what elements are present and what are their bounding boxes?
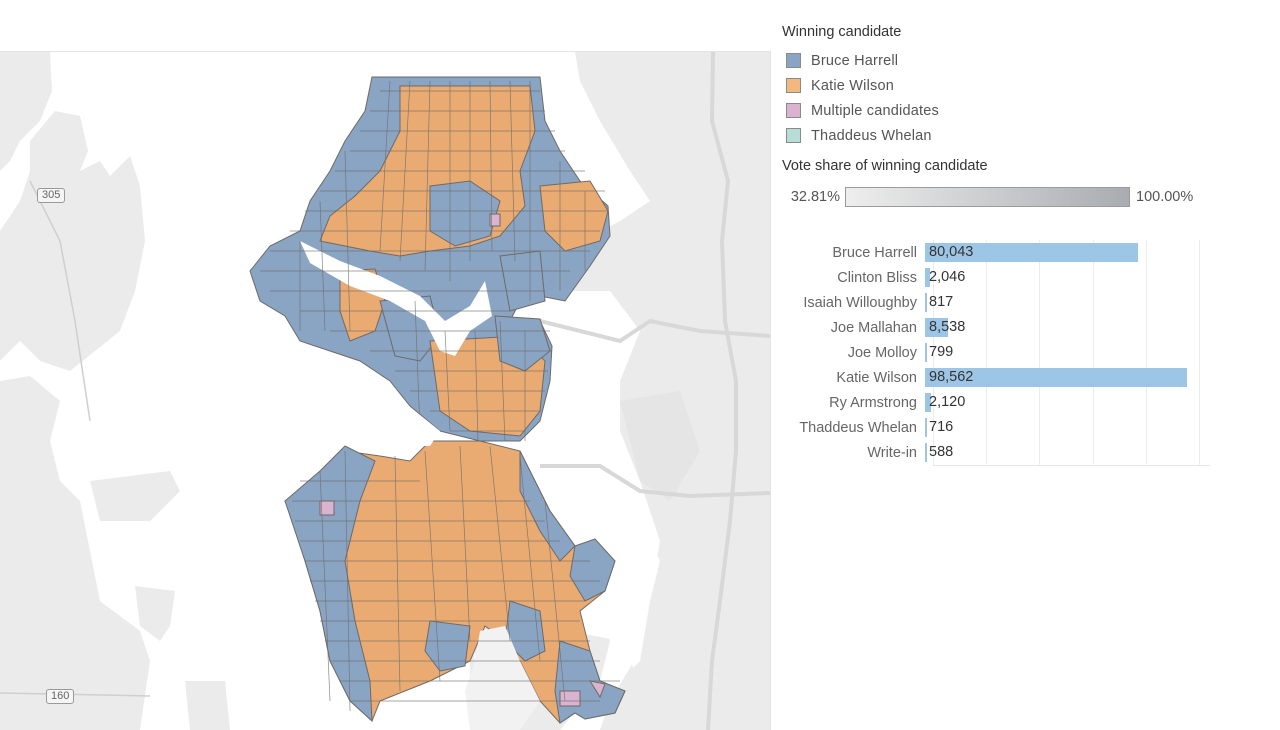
gridline xyxy=(1199,240,1200,466)
bar-label: Thaddeus Whelan xyxy=(799,419,917,436)
bar-row[interactable]: Isaiah Willoughby 817 xyxy=(780,290,1210,315)
chart-axis-line xyxy=(933,465,1210,466)
vote-share-max: 100.00% xyxy=(1136,189,1194,205)
bar[interactable] xyxy=(925,318,948,337)
bar[interactable] xyxy=(925,243,1138,262)
bar-label: Isaiah Willoughby xyxy=(803,294,917,311)
swatch-icon xyxy=(786,53,801,68)
gridline xyxy=(933,240,934,466)
winning-candidate-legend: Winning candidate Bruce Harrell Katie Wi… xyxy=(782,22,1202,148)
gridline xyxy=(1145,240,1147,466)
bar-row[interactable]: Ry Armstrong 2,120 xyxy=(780,390,1210,415)
bar-label: Ry Armstrong xyxy=(829,394,917,411)
vote-share-legend: Vote share of winning candidate 32.81% 1… xyxy=(782,156,1222,208)
bar-value: 80,043 xyxy=(929,244,974,260)
swatch-icon xyxy=(786,78,801,93)
vote-share-title: Vote share of winning candidate xyxy=(782,158,988,174)
gridline xyxy=(986,240,988,466)
bar-value: 98,562 xyxy=(929,369,974,385)
city-precincts[interactable] xyxy=(249,76,626,730)
bar-value: 799 xyxy=(929,344,954,360)
bar-row[interactable]: Joe Mallahan 8,538 xyxy=(780,315,1210,340)
bar-row[interactable]: Thaddeus Whelan 716 xyxy=(780,415,1210,440)
bar[interactable] xyxy=(925,293,928,312)
legend-item-bruce-harrell[interactable]: Bruce Harrell xyxy=(782,48,1202,73)
swatch-icon xyxy=(786,128,801,143)
bar-value: 2,046 xyxy=(929,269,966,285)
bar[interactable] xyxy=(925,268,931,287)
gridline xyxy=(1039,240,1041,466)
gridline xyxy=(1092,240,1094,466)
bar-label: Joe Mallahan xyxy=(830,319,917,336)
legend-item-multiple-candidates[interactable]: Multiple candidates xyxy=(782,98,1202,123)
bar[interactable] xyxy=(925,418,927,437)
elliott-bay xyxy=(370,411,440,446)
swatch-icon xyxy=(786,103,801,118)
bar-label: Katie Wilson xyxy=(836,369,917,386)
bar-value: 588 xyxy=(929,444,954,460)
bar-row[interactable]: Katie Wilson 98,562 xyxy=(780,365,1210,390)
bar-row[interactable]: Clinton Bliss 2,046 xyxy=(780,265,1210,290)
bar-row[interactable]: Write-in 588 xyxy=(780,440,1210,465)
bar-value: 8,538 xyxy=(929,319,966,335)
precinct-map[interactable]: 305 160 xyxy=(0,51,771,730)
bar[interactable] xyxy=(925,393,931,412)
bar[interactable] xyxy=(925,368,1188,387)
bar-value: 2,120 xyxy=(929,394,966,410)
legend-item-thaddeus-whelan[interactable]: Thaddeus Whelan xyxy=(782,123,1202,148)
bar-row[interactable]: Bruce Harrell 80,043 xyxy=(780,240,1210,265)
legend-item-katie-wilson[interactable]: Katie Wilson xyxy=(782,73,1202,98)
legend-label: Thaddeus Whelan xyxy=(811,127,932,144)
bar-label: Clinton Bliss xyxy=(837,269,917,286)
highway-shield-160: 160 xyxy=(46,689,75,704)
bar[interactable] xyxy=(925,343,928,362)
bar-label: Write-in xyxy=(867,444,917,461)
legend-label: Multiple candidates xyxy=(811,102,939,119)
bar-row[interactable]: Joe Molloy 799 xyxy=(780,340,1210,365)
bar-label: Bruce Harrell xyxy=(832,244,917,261)
basemap-water xyxy=(545,291,660,730)
legend-label: Bruce Harrell xyxy=(811,52,899,69)
votes-bar-chart: Bruce Harrell 80,043 Clinton Bliss 2,046 Isa… xyxy=(780,240,1210,466)
highway-shield-305: 305 xyxy=(37,188,66,203)
vote-share-min: 32.81% xyxy=(790,189,840,205)
legend-label: Katie Wilson xyxy=(811,77,894,94)
bar-label: Joe Molloy xyxy=(847,344,917,361)
bar-value: 716 xyxy=(929,419,954,435)
bar[interactable] xyxy=(925,443,927,462)
vote-share-gradient xyxy=(845,187,1130,207)
legend-title: Winning candidate xyxy=(782,24,902,40)
map-canvas[interactable] xyxy=(0,51,770,730)
bar-value: 817 xyxy=(929,294,954,310)
